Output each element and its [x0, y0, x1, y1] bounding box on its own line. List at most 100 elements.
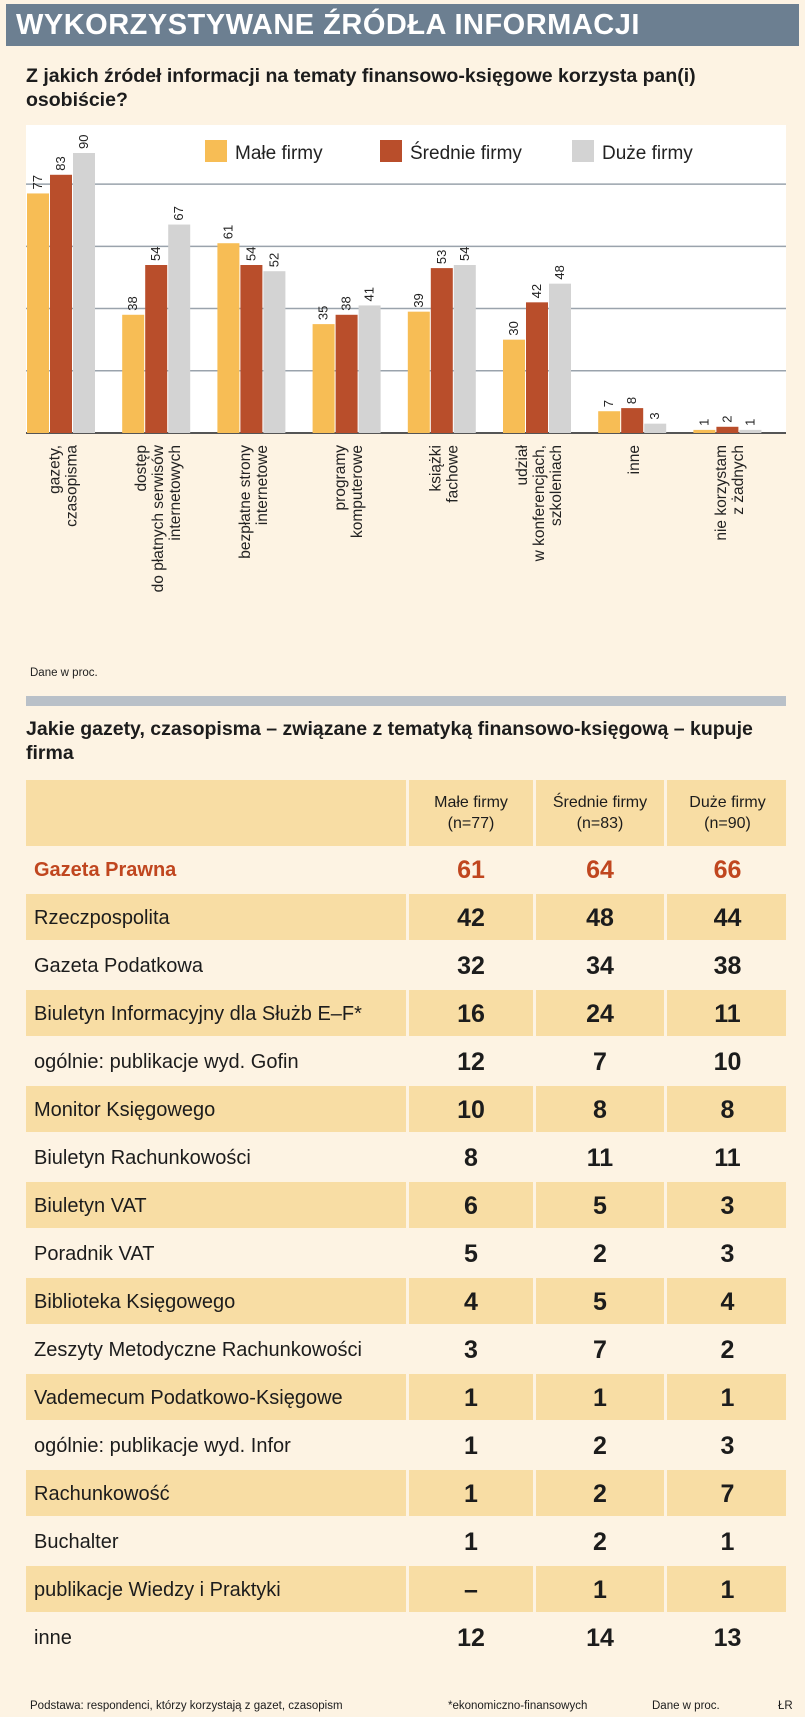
table-row: Monitor Księgowego 10 8 8 [26, 1086, 786, 1134]
column-header-medium: Średnie firmy (n=83) [552, 794, 648, 832]
bar [358, 305, 381, 433]
bar [693, 429, 716, 433]
legend-swatch [205, 140, 227, 162]
value-small: 61 [457, 855, 485, 884]
value-medium: 2 [593, 1479, 607, 1508]
category-label: internetowe [254, 445, 271, 525]
bar [453, 265, 476, 433]
footer-basis: Podstawa: respondenci, którzy korzystają… [30, 1700, 343, 1712]
bar [263, 271, 286, 433]
value-large: 44 [713, 903, 742, 932]
value-medium: 14 [586, 1623, 614, 1652]
category-label: szkoleniach [548, 445, 565, 526]
row-label: Biuletyn Rachunkowości [34, 1146, 251, 1169]
legend-label: Średnie firmy [410, 142, 522, 164]
chart-data-note: Dane w proc. [30, 667, 98, 679]
category-label: programy [332, 445, 349, 511]
value-small: 5 [464, 1239, 478, 1268]
bar [644, 423, 667, 433]
value-small: 1 [464, 1383, 478, 1412]
table-header: Małe firmy (n=77) Średnie firmy (n=83) Duż… [26, 780, 786, 846]
section-divider [26, 696, 786, 706]
data-label: 41 [362, 287, 377, 301]
value-medium: 11 [586, 1143, 614, 1172]
legend-swatch [572, 140, 594, 162]
row-label: Biuletyn VAT [34, 1194, 147, 1217]
value-medium: 64 [586, 855, 614, 884]
data-label: 42 [529, 284, 544, 298]
row-label: Buchalter [34, 1530, 119, 1553]
category-label: internetowych [167, 445, 184, 541]
row-label: inne [34, 1626, 72, 1649]
bar [73, 153, 95, 433]
table-row: Gazeta Podatkowa 32 34 38 [26, 942, 786, 990]
bar [526, 302, 548, 433]
row-label: Biblioteka Księgowego [34, 1290, 236, 1313]
row-label: ogólnie: publikacje wyd. Infor [34, 1434, 291, 1457]
column-header-small: Małe firmy (n=77) [434, 794, 508, 832]
bar [621, 408, 644, 433]
value-large: 11 [714, 1143, 741, 1172]
data-label: 2 [719, 416, 734, 423]
bar [168, 224, 191, 433]
row-label: publikacje Wiedzy i Praktyki [34, 1578, 281, 1601]
value-medium: 2 [593, 1239, 607, 1268]
value-small: 1 [464, 1479, 478, 1508]
data-label: 38 [125, 296, 140, 310]
table-row: Poradnik VAT 5 2 3 [26, 1230, 786, 1278]
data-label: 83 [53, 156, 68, 170]
footer-footnote: *ekonomiczno-finansowych [448, 1700, 588, 1712]
table-row: inne 12 14 13 [26, 1614, 786, 1662]
category-label: gazety, [47, 445, 64, 494]
value-large: 13 [713, 1623, 742, 1652]
table-row: Biuletyn Rachunkowości 8 11 11 [26, 1134, 786, 1182]
value-medium: 2 [593, 1431, 607, 1460]
category-label: komputerowe [349, 445, 366, 538]
footer-data-note: Dane w proc. [652, 1700, 720, 1712]
category-label: fachowe [444, 445, 461, 503]
bar [27, 193, 49, 433]
category-label: czasopisma [64, 445, 81, 527]
bar [598, 411, 621, 433]
table-body: Gazeta Prawna 61 64 66 Rzeczpospolita 42 48 44 G… [26, 846, 786, 1662]
value-medium: 34 [586, 951, 614, 980]
bar [312, 324, 335, 433]
value-small: – [464, 1575, 478, 1604]
value-large: 66 [713, 855, 742, 884]
table-question: Jakie gazety, czasopisma – związane z te… [26, 718, 753, 764]
row-label: Vademecum Podatkowo-Księgowe [34, 1386, 343, 1409]
bar [217, 243, 240, 433]
row-label: Poradnik VAT [34, 1242, 155, 1265]
data-label: 77 [30, 175, 45, 189]
value-small: 12 [457, 1047, 485, 1076]
page-title: WYKORZYSTYWANE ŹRÓDŁA INFORMACJI [6, 4, 799, 46]
category-label: w konferencjach, [531, 445, 548, 562]
data-label: 54 [457, 247, 472, 261]
row-label: Gazeta Podatkowa [34, 954, 203, 977]
publications-table: Małe firmy (n=77) Średnie firmy (n=83) Duż… [26, 780, 786, 1662]
data-label: 38 [339, 296, 354, 310]
value-medium: 2 [593, 1527, 607, 1556]
row-label: Rachunkowość [34, 1482, 170, 1505]
value-medium: 24 [586, 999, 614, 1028]
category-label: do płatnych serwisów [150, 444, 167, 592]
bar [122, 314, 145, 433]
category-label: dostęp [133, 445, 150, 492]
value-small: 12 [457, 1623, 485, 1652]
row-label: Zeszyty Metodyczne Rachunkowości [34, 1338, 362, 1361]
table-row: Biuletyn Informacyjny dla Służb E–F* 16 24… [26, 990, 786, 1038]
table-row: publikacje Wiedzy i Praktyki – 1 1 [26, 1566, 786, 1614]
value-medium: 1 [593, 1575, 607, 1604]
data-label: 39 [411, 293, 426, 307]
value-large: 38 [713, 951, 742, 980]
category-label: udział [514, 444, 531, 485]
row-label: Rzeczpospolita [34, 906, 170, 929]
bar [503, 339, 525, 433]
data-label: 53 [434, 250, 449, 264]
data-label: 48 [552, 265, 567, 279]
category-label: inne [626, 445, 643, 474]
table-row: Biuletyn VAT 6 5 3 [26, 1182, 786, 1230]
value-large: 10 [713, 1047, 742, 1076]
bar [335, 314, 358, 433]
